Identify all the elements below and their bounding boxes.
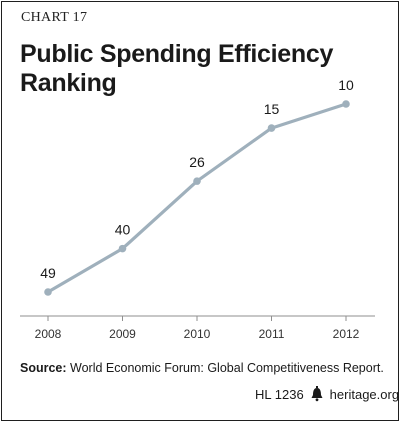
data-point xyxy=(44,288,52,296)
source-prefix: Source: xyxy=(20,361,67,375)
data-label: 40 xyxy=(115,222,131,238)
report-code: HL 1236 xyxy=(255,386,304,402)
data-label: 15 xyxy=(264,101,280,117)
x-tick-label: 2008 xyxy=(35,327,62,341)
x-tick-label: 2009 xyxy=(109,327,136,341)
source-text: World Economic Forum: Global Competitive… xyxy=(70,361,384,375)
series-line xyxy=(47,102,347,294)
line-chart: 2008 2009 2010 2011 2012 49 40 26 15 10 xyxy=(20,77,375,341)
data-label: 26 xyxy=(189,154,205,170)
data-labels: 49 40 26 15 10 xyxy=(40,77,354,281)
liberty-bell-icon xyxy=(310,386,324,402)
x-tick-label: 2011 xyxy=(259,327,285,341)
site-link[interactable]: heritage.org xyxy=(329,386,400,402)
data-point xyxy=(193,177,201,185)
data-point xyxy=(118,244,127,253)
x-tick-label: 2012 xyxy=(333,327,360,341)
data-points xyxy=(44,100,350,296)
x-axis-ticks: 2008 2009 2010 2011 2012 xyxy=(35,316,360,341)
source-note: Source: World Economic Forum: Global Com… xyxy=(20,361,384,375)
data-point xyxy=(342,100,350,108)
chart-title: Public Spending Efficiency Ranking xyxy=(20,40,334,97)
data-label: 10 xyxy=(338,77,354,93)
x-tick-label: 2010 xyxy=(184,327,211,341)
data-point xyxy=(267,124,276,132)
chart-number-label: CHART 17 xyxy=(21,10,88,25)
footer: HL 1236 heritage.org xyxy=(255,386,399,402)
data-label: 49 xyxy=(40,265,56,281)
